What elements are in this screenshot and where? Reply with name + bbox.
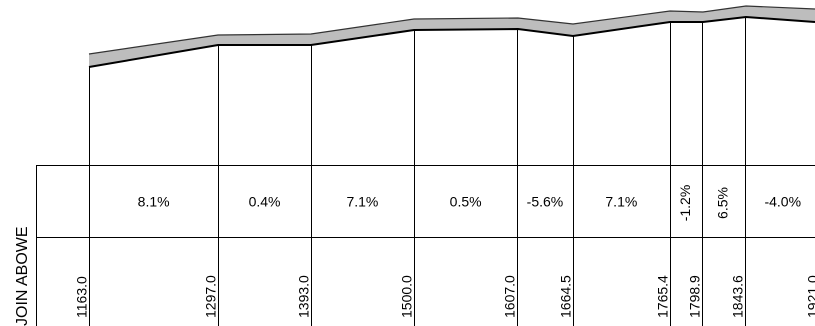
station-label: 1843.6 [730, 275, 746, 318]
profile-top-line [88, 5, 815, 55]
grade-label: 0.4% [249, 194, 281, 210]
grade-label: -4.0% [764, 194, 801, 210]
station-label: 1297.0 [203, 275, 219, 318]
station-label: 1765.4 [655, 275, 671, 318]
grade-label: -5.6% [527, 194, 564, 210]
row-label: JOIN ABOWE [14, 226, 31, 326]
profile-bottom-line [88, 15, 815, 68]
station-label: 1163.0 [74, 276, 90, 318]
grade-label: 7.1% [605, 194, 637, 210]
grade-label: -1.2% [677, 185, 693, 222]
grade-label: 0.5% [450, 194, 482, 210]
profile-band [89, 6, 815, 67]
grade-label: 7.1% [346, 194, 378, 210]
station-label: 1393.0 [296, 275, 312, 318]
station-label: 1500.0 [399, 275, 415, 318]
grade-label: 6.5% [715, 187, 731, 219]
grade-label: 8.1% [138, 194, 170, 210]
station-label: 1798.9 [687, 275, 703, 318]
station-label: 1664.5 [558, 275, 574, 318]
station-label: 1607.0 [502, 275, 518, 318]
station-label: 1921.0 [805, 275, 815, 318]
